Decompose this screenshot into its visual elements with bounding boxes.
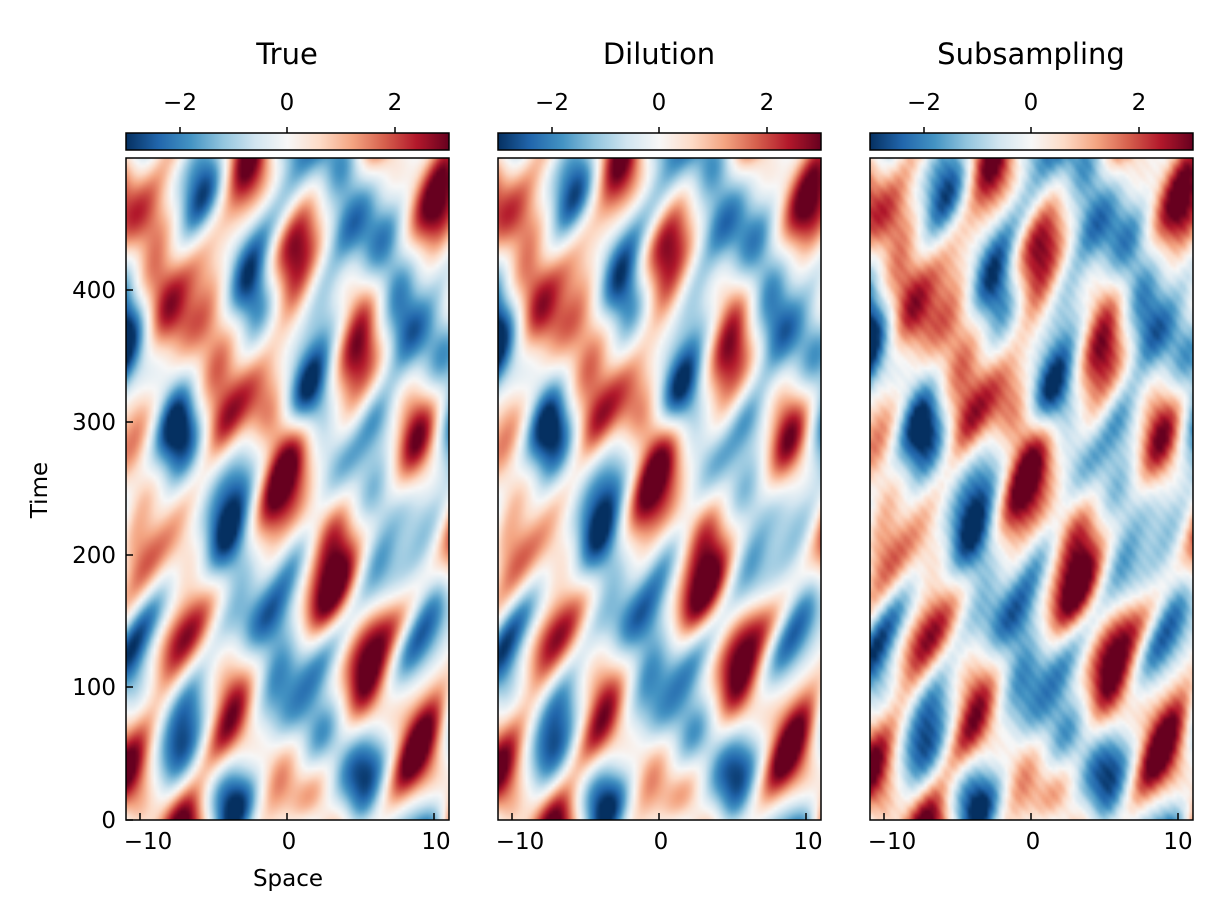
colorbar-tick-label: 2: [388, 90, 403, 116]
x-tick-label: −10: [496, 829, 545, 855]
heatmap-plot-area-dilution: [497, 157, 822, 821]
panel-true: True −2 0 2 −10 0 10 0 100 200: [27, 37, 451, 892]
colorbar-subsampling: −2 0 2: [869, 90, 1194, 151]
x-tick-label: −10: [868, 829, 917, 855]
colorbar-gradient: [125, 132, 450, 151]
x-tick-label: 0: [282, 829, 297, 855]
colorbar-true: −2 0 2: [125, 90, 450, 151]
panel-dilution: Dilution −2 0 2 −10 0 10: [496, 37, 823, 855]
colorbar-gradient: [869, 132, 1194, 151]
y-tick-label: 100: [72, 675, 116, 701]
heatmap-image: [498, 158, 821, 820]
y-tick-label: 300: [72, 410, 116, 436]
panel-title-subsampling: Subsampling: [937, 37, 1125, 71]
x-tick-label: 0: [654, 829, 669, 855]
colorbar-tick-label: −2: [907, 90, 941, 116]
panel-subsampling: Subsampling −2 0 2 −10 0 10: [868, 37, 1194, 855]
y-tick-label: 200: [72, 543, 116, 569]
colorbar-dilution: −2 0 2: [497, 90, 822, 151]
colorbar-tick-label: −2: [163, 90, 197, 116]
colorbar-tick-label: −2: [535, 90, 569, 116]
panel-title-dilution: Dilution: [603, 37, 715, 71]
colorbar-gradient: [497, 132, 822, 151]
colorbar-tick-label: 2: [760, 90, 775, 116]
x-tick-label: 0: [1026, 829, 1041, 855]
heatmap-image: [870, 158, 1193, 820]
x-axis-label: Space: [253, 866, 323, 892]
heatmap-plot-area-true: [125, 157, 450, 821]
x-tick-label: 10: [421, 829, 450, 855]
y-axis-label: Time: [27, 462, 53, 519]
y-tick-label: 0: [101, 808, 116, 834]
x-tick-label: 10: [793, 829, 822, 855]
colorbar-tick-label: 2: [1132, 90, 1147, 116]
colorbar-tick-label: 0: [1024, 90, 1039, 116]
colorbar-tick-label: 0: [280, 90, 295, 116]
x-tick-label: 10: [1163, 829, 1192, 855]
panel-title-true: True: [255, 37, 318, 71]
y-tick-label: 400: [72, 278, 116, 304]
heatmap-image: [126, 158, 449, 820]
heatmap-plot-area-subsampling: [869, 157, 1194, 821]
x-tick-label: −10: [124, 829, 173, 855]
colorbar-tick-label: 0: [652, 90, 667, 116]
